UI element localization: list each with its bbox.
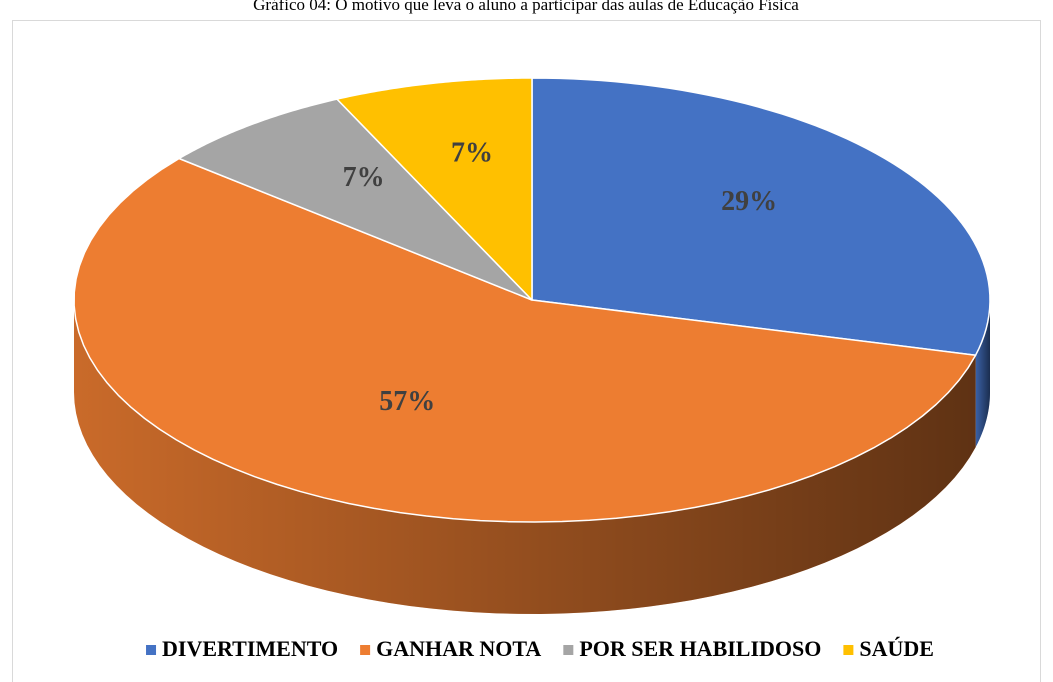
- legend-swatch: [563, 645, 574, 655]
- slice: [336, 77, 533, 301]
- chart-title: Gráfico 04: O motivo que leva o aluno a …: [253, 0, 799, 14]
- legend-label: SAÚDE: [859, 636, 934, 661]
- legend: DIVERTIMENTO GANHAR NOTA POR SER HABILIDOS…: [146, 636, 934, 661]
- slice: [178, 98, 533, 301]
- data-label: 7%: [343, 162, 385, 193]
- slice-side-shade: [975, 300, 990, 448]
- legend-swatch: [146, 645, 157, 655]
- data-label: 57%: [379, 386, 435, 417]
- data-label: 7%: [451, 137, 493, 168]
- chart-frame: [12, 20, 1041, 682]
- legend-label: GANHAR NOTA: [376, 636, 541, 661]
- legend-label: DIVERTIMENTO: [162, 636, 338, 661]
- slice: [73, 157, 977, 523]
- legend-swatch: [843, 645, 854, 655]
- slice: [531, 77, 991, 356]
- data-label: 29%: [721, 186, 777, 217]
- legend-swatch: [360, 645, 371, 655]
- slice-side-shade: [74, 300, 976, 614]
- legend-label: POR SER HABILIDOSO: [579, 636, 821, 661]
